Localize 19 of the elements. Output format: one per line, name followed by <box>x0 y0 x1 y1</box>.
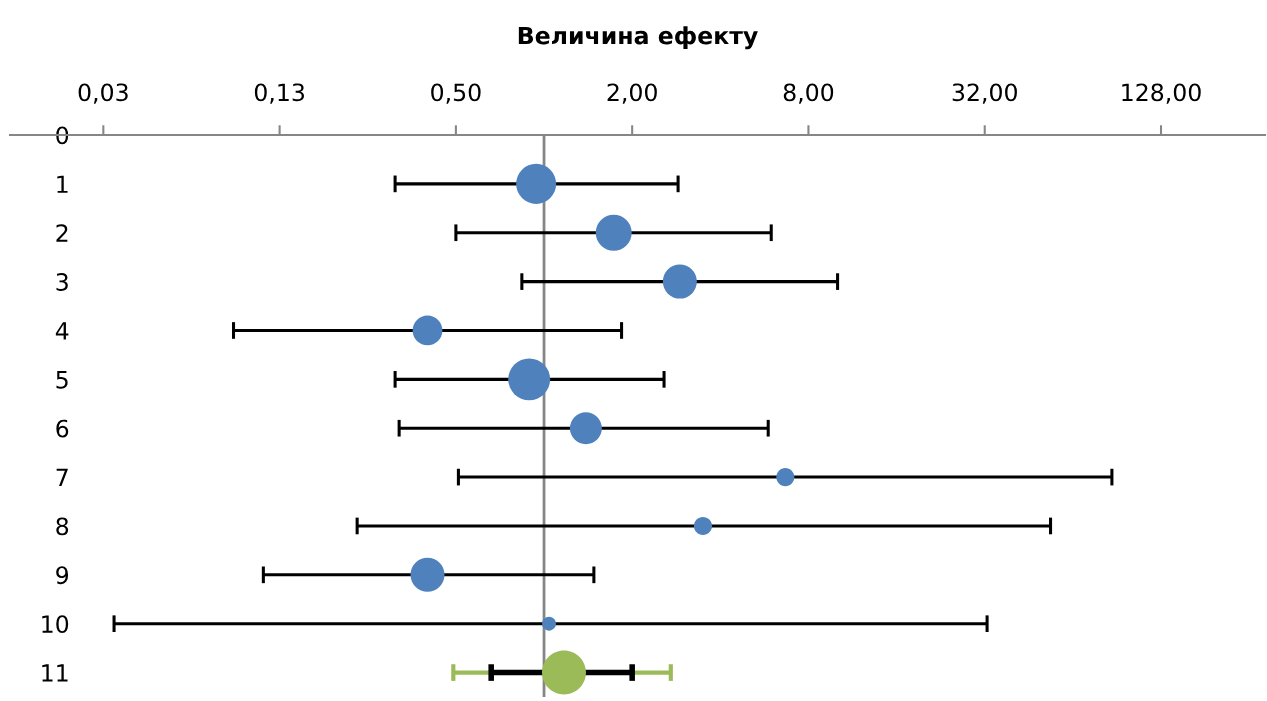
y-tick-label: 10 <box>42 615 69 633</box>
x-tick-label: 32,00 <box>952 83 1017 104</box>
y-tick-label: 6 <box>56 419 69 438</box>
x-tick-label: 0,50 <box>431 83 481 104</box>
x-tick-label: 0,13 <box>254 83 304 104</box>
y-tick-label: 4 <box>55 322 69 340</box>
y-tick-label: 9 <box>56 566 69 585</box>
y-tick-label: 11 <box>42 664 68 682</box>
y-tick-label: 8 <box>56 517 69 536</box>
x-tick-label: 2,00 <box>607 83 657 104</box>
y-tick-label: 1 <box>57 175 68 193</box>
y-tick-label: 7 <box>56 468 68 487</box>
y-tick-label: 3 <box>56 273 68 291</box>
x-tick-label: 8,00 <box>783 83 834 104</box>
x-axis-title: Величина ефекту <box>518 26 758 50</box>
y-tick-label: 2 <box>56 224 68 242</box>
x-tick-label: 128,00 <box>1122 83 1201 104</box>
x-tick-label: 0,03 <box>78 83 128 104</box>
y-tick-label: 5 <box>56 371 68 389</box>
